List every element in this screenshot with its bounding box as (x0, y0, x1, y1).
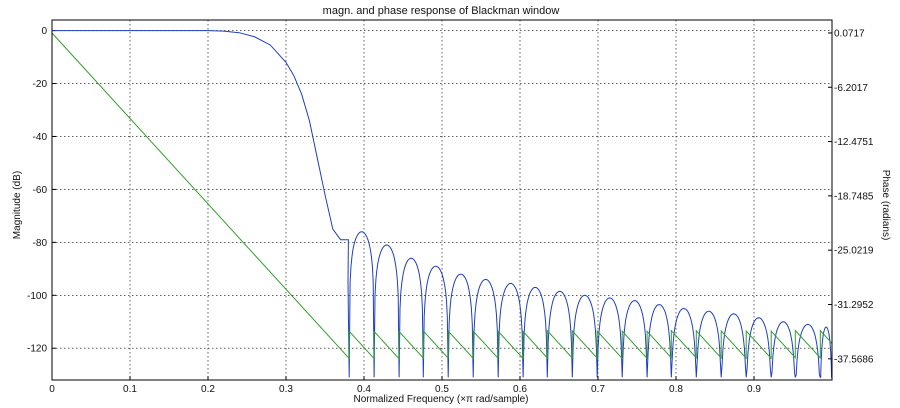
y-tick-label-left: -100 (27, 291, 47, 302)
y-tick-label-right: -37.5686 (834, 354, 874, 365)
y-tick-label-left: -80 (33, 238, 48, 249)
y-tick-label-left: -60 (33, 185, 48, 196)
phase-line (51, 32, 833, 361)
y-axis-label-right: Phase (radians) (880, 170, 891, 241)
series (51, 30, 833, 378)
x-tick-label: 0.1 (123, 384, 137, 395)
y-tick-label-right: -12.4751 (834, 137, 874, 148)
x-tick-label: 0.6 (513, 384, 527, 395)
chart-title: magn. and phase response of Blackman win… (323, 5, 560, 17)
y-tick-label-right: -25.0219 (834, 246, 874, 257)
plot-frame (51, 19, 833, 381)
x-tick-label: 0.4 (357, 384, 371, 395)
magnitude-line (52, 30, 833, 378)
right-axis-ticks: 0.0717 -6.2017 -12.4751 -18.7485 -25.0219 -31… (828, 28, 874, 365)
left-axis-ticks: 0 -20 -40 -60 -80 -100 -120 (27, 26, 56, 355)
y-tick-label-right: -6.2017 (834, 83, 868, 94)
y-tick-label-right: -18.7485 (834, 191, 874, 202)
x-axis-ticks: 0 0.1 0.2 0.3 0.4 0.5 0.6 0.7 0.8 0.9 (49, 376, 761, 395)
x-axis-label: Normalized Frequency (×π rad/sample) (353, 394, 528, 405)
x-tick-label: 0.9 (747, 384, 761, 395)
grid (52, 20, 832, 380)
x-tick-label: 0.5 (435, 384, 449, 395)
y-tick-label-left: -20 (33, 79, 48, 90)
y-tick-label-left: -120 (27, 344, 47, 355)
y-axis-label-left: Magnitude (dB) (12, 171, 23, 239)
x-tick-label: 0 (49, 384, 55, 395)
y-tick-label-right: 0.0717 (834, 28, 865, 39)
x-tick-label: 0.8 (669, 384, 683, 395)
x-tick-label: 0.3 (279, 384, 293, 395)
x-tick-label: 0.7 (591, 384, 605, 395)
x-tick-label: 0.2 (201, 384, 215, 395)
y-tick-label-left: -40 (33, 132, 48, 143)
y-tick-label-left: 0 (41, 26, 47, 37)
y-tick-label-right: -31.2952 (834, 300, 874, 311)
